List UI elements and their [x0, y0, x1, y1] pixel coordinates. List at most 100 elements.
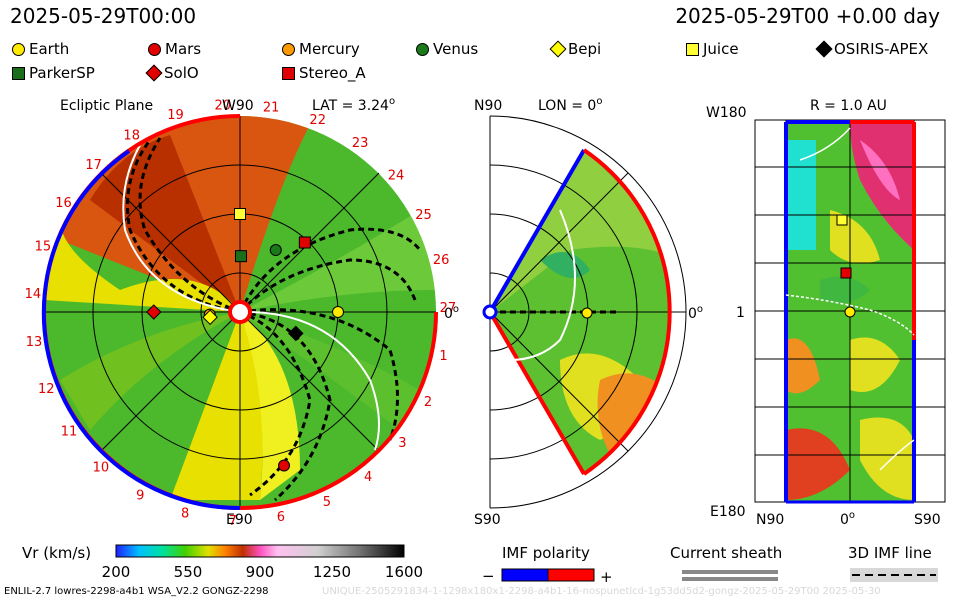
imf-minus-swatch — [501, 568, 549, 582]
carrington-label: 3 — [398, 436, 406, 451]
legend-item-label: SolO — [164, 64, 199, 82]
lon-lat-map-panel: R = 1.0 AU W180 1 E180 N90 0o S90 — [706, 98, 946, 528]
imf-polarity-label: IMF polarity — [502, 544, 590, 562]
legend-item-label: Stereo_A — [299, 64, 366, 82]
carrington-label: 16 — [55, 196, 72, 211]
carrington-label: 21 — [263, 100, 280, 115]
carrington-label: 10 — [93, 461, 110, 476]
legend-item-stereo-a: Stereo_A — [282, 64, 366, 82]
carrington-label: 11 — [61, 424, 78, 439]
carrington-label: 19 — [167, 108, 184, 123]
carrington-label: 9 — [136, 489, 144, 504]
legend-item-parkersp: ParkerSP — [12, 64, 95, 82]
legend-item-solo: SolO — [145, 64, 199, 82]
meridional-zero-label: 0o — [688, 304, 703, 322]
carrington-label: 13 — [26, 335, 43, 350]
circle-icon — [12, 42, 25, 56]
circle-icon — [416, 42, 429, 56]
carrington-label: 17 — [85, 158, 102, 173]
ecliptic-marker-osiris-apex — [288, 325, 304, 342]
map-bottom-left: N90 — [756, 512, 784, 528]
sun-marker — [228, 300, 252, 324]
carrington-label: 7 — [229, 514, 237, 529]
colorbar-label: Vr (km/s) — [22, 544, 91, 562]
page-title-right: 2025-05-29T00 +0.00 day — [675, 4, 940, 28]
map-left-bottom: E180 — [710, 504, 746, 520]
map-title: R = 1.0 AU — [810, 98, 887, 114]
circle-icon — [148, 42, 161, 56]
meridional-bottom-label: S90 — [474, 512, 501, 528]
imf-minus-label: − — [482, 567, 495, 585]
meridional-earth-marker — [581, 307, 593, 319]
square-icon — [12, 66, 25, 80]
legend-item-label: Juice — [703, 40, 739, 58]
footer-right: UNIQUE-2505291834-1-1298x180x1-2298-a4b1… — [322, 586, 881, 597]
legend-item-label: Mars — [165, 40, 202, 58]
carrington-label: 20 — [215, 99, 232, 114]
ecliptic-marker-venus — [269, 244, 282, 257]
colorbar-tick-label: 200 — [102, 563, 131, 581]
circle-icon — [282, 42, 295, 56]
legend-item-osiris-apex: OSIRIS-APEX — [815, 40, 928, 58]
carrington-label: 5 — [323, 495, 331, 510]
ecliptic-zero-label: 0o — [444, 304, 459, 322]
legend-item-label: Mercury — [299, 40, 360, 58]
legend-item-label: Earth — [29, 40, 70, 58]
imf-line-label: 3D IMF line — [848, 544, 932, 562]
map-earth-marker — [844, 306, 856, 318]
ecliptic-marker-solo — [145, 304, 162, 320]
ecliptic-spacecraft-markers — [145, 208, 344, 472]
carrington-label: 6 — [277, 510, 285, 525]
legend-item-juice: Juice — [686, 40, 739, 58]
carrington-label: 25 — [415, 208, 432, 223]
carrington-label: 12 — [38, 382, 55, 397]
legend-item-label: Venus — [433, 40, 479, 58]
legend-item-mercury: Mercury — [282, 40, 360, 58]
carrington-label: 24 — [388, 168, 405, 183]
carrington-label: 27 — [440, 301, 457, 316]
ecliptic-title: Ecliptic Plane — [60, 98, 153, 114]
carrington-label: 4 — [364, 470, 372, 485]
page-title-left: 2025-05-29T00:00 — [10, 4, 197, 28]
meridional-top-label: N90 — [474, 98, 502, 114]
legend-item-bepi: Bepi — [549, 40, 602, 58]
square-icon — [282, 66, 295, 80]
carrington-label: 14 — [25, 287, 42, 302]
legend-item-earth: Earth — [12, 40, 69, 58]
velocity-colorbar: Vr (km/s) 200 550 900 1250 1600 — [22, 544, 423, 581]
legend-item-label: Bepi — [568, 40, 602, 58]
meridional-lon-label: LON = 0o — [538, 96, 602, 114]
carrington-label: 2 — [424, 395, 432, 410]
carrington-label: 1 — [439, 349, 447, 364]
map-bottom-right: S90 — [914, 512, 941, 528]
ecliptic-lat-label: LAT = 3.24o — [312, 96, 395, 114]
current-sheath-label: Current sheath — [670, 544, 782, 562]
ecliptic-marker-mars — [278, 459, 291, 472]
imf-line-legend: 3D IMF line — [848, 544, 938, 582]
current-sheath-legend: Current sheath — [670, 544, 782, 581]
legend-item-mars: Mars — [148, 40, 201, 58]
imf-plus-label: + — [600, 568, 613, 586]
carrington-label: 8 — [181, 507, 189, 522]
legend-item-venus: Venus — [416, 40, 478, 58]
imf-polarity-legend: IMF polarity − + — [482, 544, 613, 586]
ecliptic-top-label: W90 — [222, 98, 254, 114]
ecliptic-bottom-label: E90 — [226, 512, 253, 528]
ecliptic-marker-parkersp — [234, 250, 247, 263]
ecliptic-marker-bepi — [202, 309, 218, 326]
square-icon — [686, 42, 699, 56]
imf-plus-swatch — [547, 568, 595, 582]
carrington-label: 18 — [123, 128, 140, 143]
colorbar-tick-label: 1600 — [385, 563, 423, 581]
carrington-label: 23 — [352, 136, 369, 151]
colorbar-tick-label: 1250 — [313, 563, 351, 581]
colorbar-tick-label: 550 — [174, 563, 203, 581]
carrington-label: 22 — [309, 113, 326, 128]
map-bottom-mid: 0o — [840, 510, 855, 528]
legend-item-label: ParkerSP — [29, 64, 95, 82]
footer-left: ENLIL-2.7 lowres-2298-a4b1 WSA_V2.2 GONG… — [4, 586, 269, 597]
ecliptic-marker-stereo-a — [298, 236, 311, 249]
ecliptic-marker-earth — [332, 306, 344, 318]
